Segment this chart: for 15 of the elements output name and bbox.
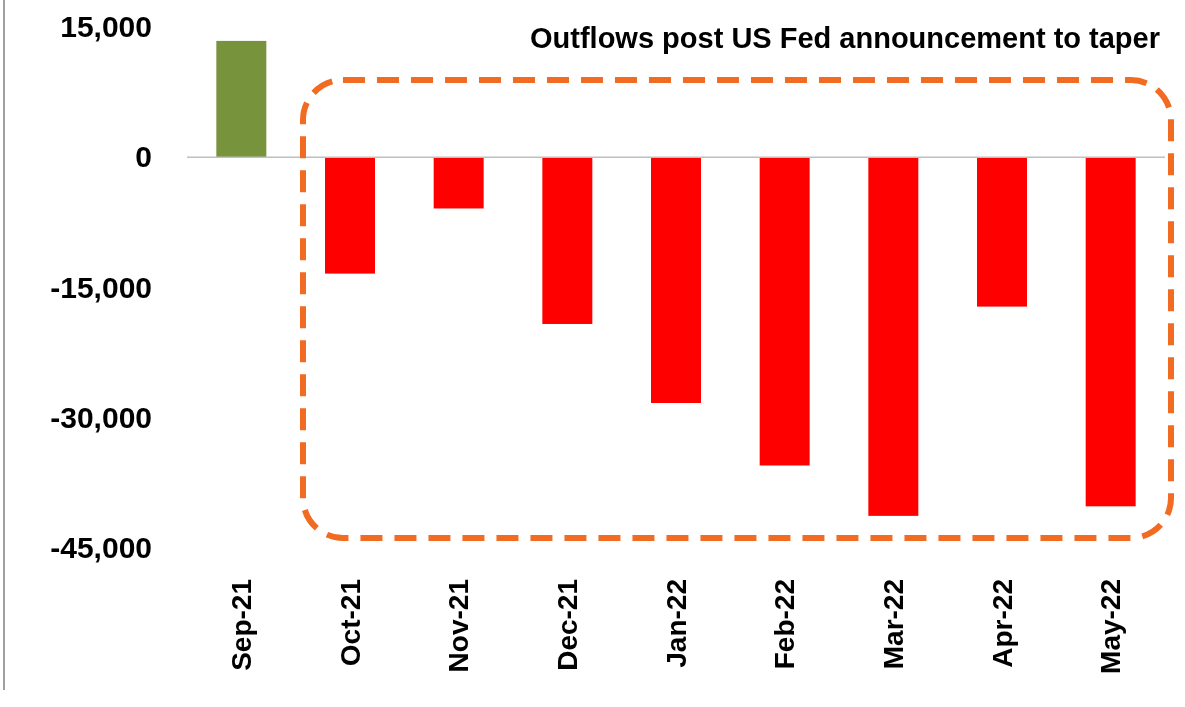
x-tick-label: Feb-22 xyxy=(769,579,801,670)
y-tick-label: 0 xyxy=(135,140,152,174)
x-tick-label: Mar-22 xyxy=(878,579,910,670)
y-tick-label: -45,000 xyxy=(50,531,152,565)
x-tick-label: May-22 xyxy=(1095,579,1127,674)
x-tick-label: Apr-22 xyxy=(986,579,1018,668)
x-tick-label: Jan-22 xyxy=(660,579,692,668)
y-tick-label: 15,000 xyxy=(60,10,152,44)
x-tick-label: Nov-21 xyxy=(443,579,475,673)
x-tick-label: Dec-21 xyxy=(552,579,584,671)
annotation: Outflows post US Fed announcement to taper xyxy=(530,22,1160,54)
y-tick-label: -30,000 xyxy=(50,400,152,434)
x-tick-label: Sep-21 xyxy=(226,579,258,671)
y-tick-label: -15,000 xyxy=(50,270,152,304)
x-tick-label: Oct-21 xyxy=(334,579,366,667)
